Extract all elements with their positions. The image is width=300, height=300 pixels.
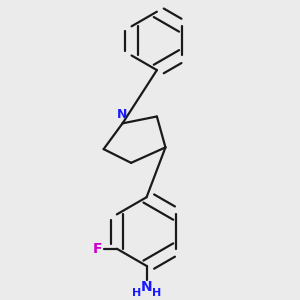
Text: N: N <box>141 280 152 293</box>
Text: F: F <box>93 242 103 256</box>
Text: H: H <box>152 288 161 298</box>
Text: N: N <box>117 108 128 121</box>
Text: H: H <box>132 288 142 298</box>
